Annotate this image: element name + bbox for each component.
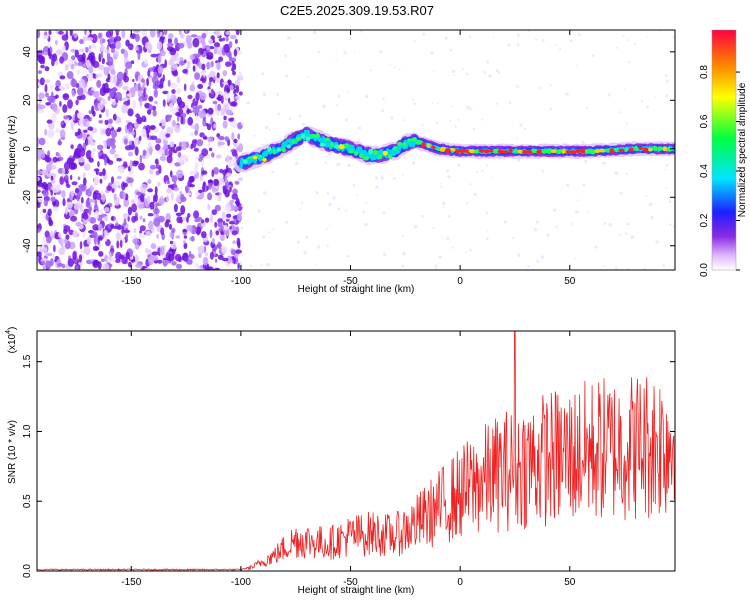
snr-panel: -150 -100 -50 0 50 0.0 0.5 1.0 1.5 Height of st… [5, 327, 676, 596]
colorbar-ticks: 0.0 0.2 0.4 0.6 0.8 [699, 65, 740, 277]
x-tick-label: -150 [121, 276, 141, 287]
y-tick-label: -40 [22, 238, 33, 253]
colorbar-frame [711, 29, 737, 271]
colorbar-gradient [712, 30, 736, 270]
x-tick-label: 0 [457, 276, 463, 287]
figure-title: C2E5.2025.309.19.53.R07 [280, 3, 434, 18]
colorbar-tick-label: 0.0 [699, 263, 710, 277]
x-tick-label: -150 [121, 577, 141, 588]
snr-x-ticks: -150 -100 -50 0 50 [121, 331, 576, 588]
spectrogram-panel: -150 -100 -50 0 50 -40 -20 0 20 40 Height of str… [7, 29, 676, 295]
y-tick-label: 0.5 [22, 494, 33, 508]
colorbar-tick-label: 0.2 [699, 213, 710, 227]
x-tick-label: -100 [231, 276, 251, 287]
x-tick-label: 0 [457, 577, 463, 588]
colorbar-label: Normalized spectral amplitude [737, 82, 748, 217]
spectrogram-x-label: Height of straight line (km) [298, 284, 415, 295]
spectrogram-frame [36, 29, 676, 271]
snr-y-ticks: 0.0 0.5 1.0 1.5 [22, 354, 675, 578]
snr-frame [36, 330, 676, 572]
spectrogram-x-ticks: -150 -100 -50 0 50 [121, 30, 576, 287]
snr-series-line [37, 331, 675, 571]
x-tick-label: 50 [564, 577, 576, 588]
y-tick-label: -20 [22, 190, 33, 205]
x-tick-label: 50 [564, 276, 576, 287]
x-tick-label: -100 [231, 577, 251, 588]
y-tick-label: 0.0 [22, 564, 33, 578]
colorbar-tick-label: 0.6 [699, 114, 710, 128]
x-tick-label: -50 [343, 577, 358, 588]
spectrogram-plot-area [37, 30, 675, 270]
signal-track [234, 125, 675, 173]
snr-scale-prefix: (x104) [5, 327, 18, 354]
colorbar-tick-label: 0.4 [699, 164, 710, 178]
snr-scale-label: (x104) [5, 327, 18, 354]
y-tick-label: 1.5 [22, 354, 33, 368]
colorbar: 0.0 0.2 0.4 0.6 0.8 Normalized spectral ampl… [699, 29, 748, 277]
snr-y-label: SNR (10 * v/v) [7, 420, 18, 484]
x-tick-label: -50 [343, 276, 358, 287]
noise-region [37, 30, 675, 270]
y-tick-label: 40 [22, 46, 33, 58]
spectrogram-y-ticks: -40 -20 0 20 40 [22, 46, 675, 253]
y-tick-label: 20 [22, 94, 33, 106]
colorbar-tick-label: 0.8 [699, 65, 710, 79]
y-tick-label: 0 [22, 146, 33, 152]
snr-x-label: Height of straight line (km) [298, 585, 415, 596]
y-tick-label: 1.0 [22, 424, 33, 438]
spectrogram-y-label: Frequency (Hz) [7, 116, 18, 185]
snr-plot-area [37, 331, 675, 571]
